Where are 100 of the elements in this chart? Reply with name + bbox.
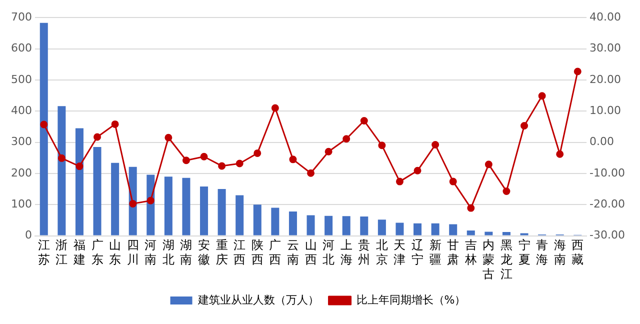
x-tick-label: 天津: [394, 238, 406, 267]
bar: [182, 178, 190, 236]
x-tick-label: 黑龙江: [500, 238, 512, 281]
point: [414, 166, 422, 174]
x-tick-label: 内蒙古: [482, 238, 495, 281]
point: [538, 92, 546, 100]
bar: [431, 223, 440, 236]
bar: [306, 215, 315, 236]
bar: [58, 106, 66, 236]
point: [58, 154, 66, 162]
bar: [200, 186, 208, 236]
y2-tick-label: 30.00: [590, 42, 622, 55]
point: [360, 117, 368, 125]
point: [271, 104, 279, 112]
y2-tick-label: -30.00: [590, 228, 626, 242]
x-tick-label: 甘肃: [447, 238, 460, 267]
y-tick-label: 200: [10, 166, 32, 180]
point: [556, 150, 564, 158]
y-tick-label: 0: [24, 228, 32, 242]
bar: [342, 216, 350, 236]
point: [484, 160, 492, 168]
x-tick-label: 湖南: [180, 238, 192, 267]
point: [218, 162, 226, 170]
x-tick-label: 北京: [376, 238, 388, 267]
point: [396, 178, 404, 186]
bar: [253, 204, 262, 236]
legend-label: 建筑业从业人数（万人）: [196, 293, 319, 306]
x-tick-label: 安徽: [198, 238, 210, 267]
y-tick-label: 400: [10, 104, 32, 117]
y2-tick-label: 0.00: [590, 135, 614, 148]
x-tick-label: 四川: [126, 238, 139, 267]
point: [111, 120, 119, 128]
point: [164, 134, 172, 142]
bar: [111, 162, 120, 236]
bar: [449, 224, 458, 236]
point: [502, 187, 510, 195]
point: [289, 156, 297, 164]
x-tick-label: 福建: [72, 238, 86, 267]
point: [200, 152, 208, 160]
bar: [164, 176, 172, 236]
point: [146, 196, 154, 204]
bar: [396, 222, 404, 236]
bar: [324, 216, 333, 236]
x-tick-label: 贵州: [358, 238, 370, 267]
point: [182, 156, 190, 164]
x-tick-label: 上海: [340, 238, 352, 267]
bar: [466, 230, 475, 236]
legend-label: 比上年同期增长（%）: [356, 293, 466, 306]
x-tick-label: 新疆: [429, 238, 442, 267]
bar: [484, 232, 493, 236]
point: [254, 149, 262, 157]
y-tick-label: 100: [10, 197, 32, 210]
x-tick-label: 山东: [109, 238, 122, 267]
point: [432, 141, 440, 149]
point: [94, 133, 102, 141]
x-tick-label: 云南: [286, 238, 299, 267]
y2-tick-label: 10.00: [590, 104, 622, 117]
y-tick-label: 300: [10, 135, 32, 148]
x-tick-label: 浙江: [56, 238, 68, 267]
point: [574, 68, 582, 76]
x-tick-label: 辽宁: [412, 238, 424, 267]
point: [236, 160, 244, 168]
bar: [360, 216, 368, 236]
bar: [40, 22, 48, 236]
bar: [288, 211, 297, 236]
x-tick-label: 湖北: [162, 238, 174, 267]
x-tick-label: 河北: [322, 238, 335, 267]
y2-tick-label: -20.00: [590, 197, 626, 210]
x-tick-label: 西藏: [572, 238, 584, 267]
x-tick-label: 江西: [234, 238, 246, 267]
x-tick-label: 河南: [144, 238, 157, 267]
bar: [236, 195, 244, 236]
x-tick-label: 广西: [269, 238, 282, 267]
bar: [502, 232, 510, 236]
bar: [93, 146, 102, 236]
point: [40, 120, 48, 128]
point: [449, 178, 457, 186]
bar: [271, 208, 280, 236]
y2-tick-label: -10.00: [590, 166, 626, 180]
point: [129, 200, 137, 208]
x-tick-label: 江苏: [38, 238, 50, 267]
point: [467, 204, 475, 212]
point: [307, 169, 315, 177]
point: [324, 148, 332, 156]
bar: [414, 223, 422, 236]
y2-tick-label: 20.00: [590, 72, 622, 86]
bar: [378, 220, 386, 236]
point: [342, 135, 350, 143]
x-tick-label: 陕西: [251, 238, 264, 267]
y-tick-label: 600: [10, 42, 32, 55]
point: [520, 122, 528, 130]
x-tick-label: 山西: [304, 238, 317, 267]
bar: [75, 128, 84, 236]
point: [378, 142, 386, 150]
y-tick-label: 500: [10, 72, 32, 86]
x-tick-label: 重庆: [216, 238, 228, 267]
point: [76, 162, 84, 170]
bar: [218, 189, 226, 236]
x-tick-label: 海南: [554, 238, 566, 267]
y-tick-label: 700: [10, 10, 32, 24]
